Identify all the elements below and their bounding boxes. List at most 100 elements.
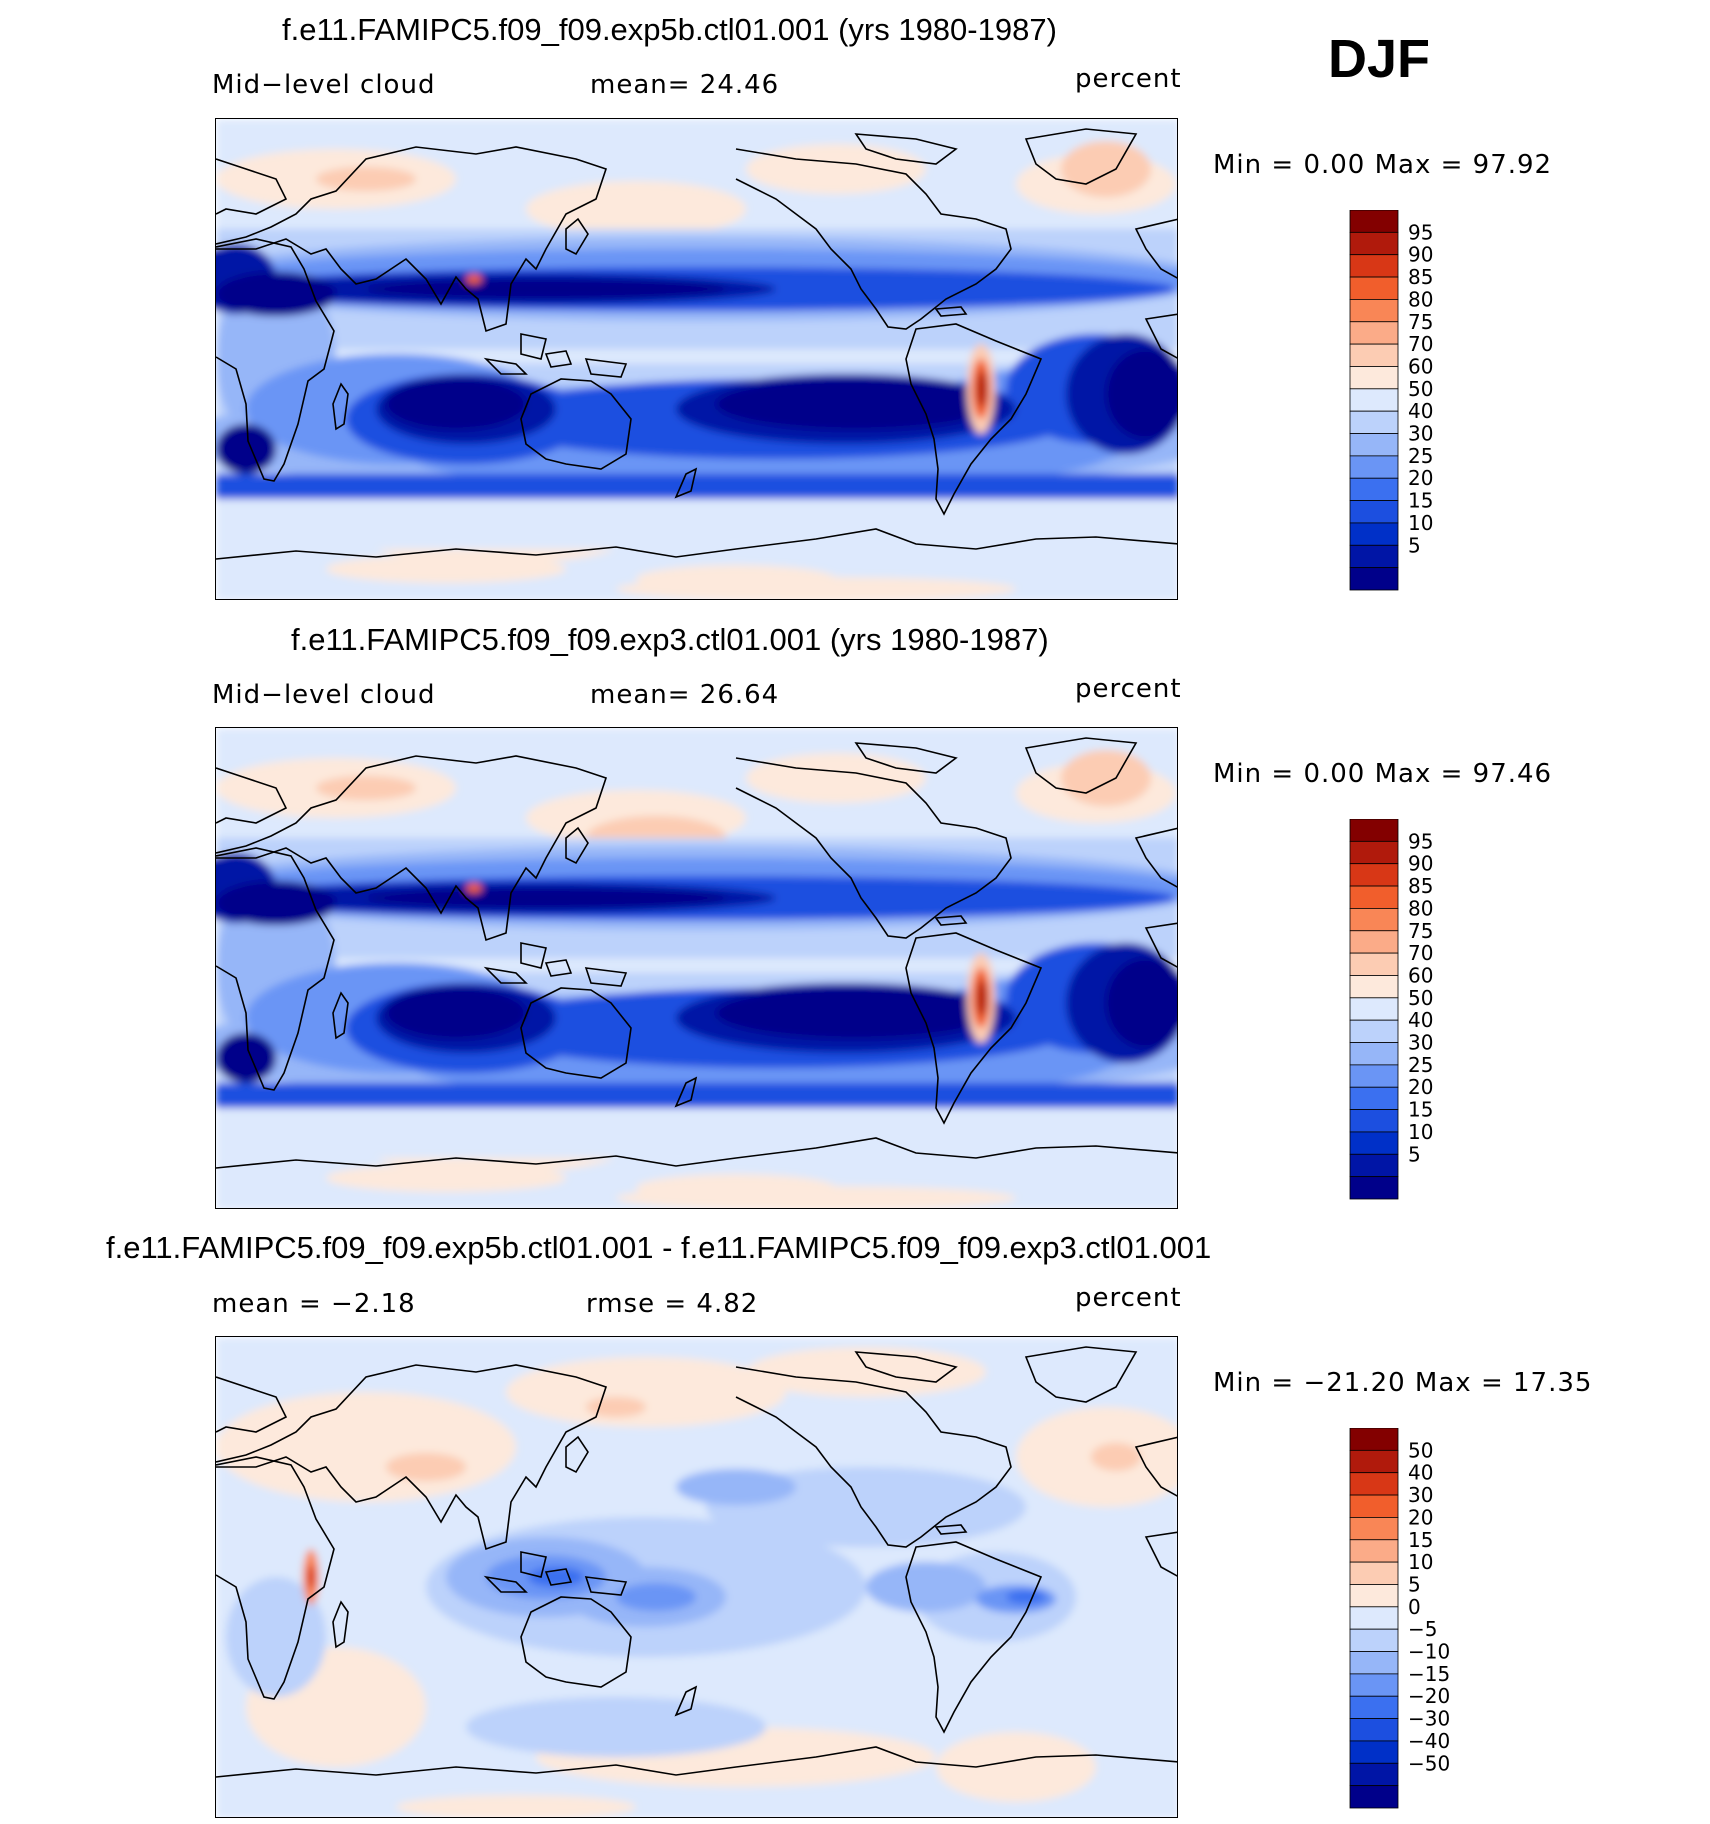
colorbar-box (1349, 1561, 1399, 1585)
colorbar-tick-label: 30 (1408, 1031, 1433, 1055)
colorbar-box (1349, 885, 1399, 909)
colorbar-box (1349, 975, 1399, 999)
colorbar-box (1349, 1695, 1399, 1719)
field-contour (366, 888, 726, 908)
field-contour (216, 499, 1177, 549)
field-contour (616, 577, 1016, 599)
colorbar-tick-label: 25 (1408, 1053, 1433, 1077)
colorbar-box (1349, 819, 1399, 842)
colorbar-box (1349, 863, 1399, 887)
coastlines (216, 737, 1177, 1169)
field-contour (866, 1562, 986, 1612)
field-contour (216, 424, 276, 474)
colorbar-box (1349, 1428, 1399, 1451)
units-label: percent (1075, 1283, 1182, 1313)
coastline (520, 1551, 547, 1578)
colorbar-box (1349, 1606, 1399, 1630)
colorbar-box (1349, 321, 1399, 345)
field-contour (1006, 1590, 1046, 1604)
colorbar-tick-label: 10 (1408, 1550, 1433, 1574)
field-contour (746, 753, 926, 803)
field-contour (216, 1392, 516, 1502)
cloud-field-map (216, 119, 1177, 599)
colorbar-tick-label: 90 (1408, 243, 1433, 267)
coastlines (216, 1346, 1177, 1778)
panel-title: f.e11.FAMIPC5.f09_f09.exp5b.ctl01.001 (y… (282, 12, 1057, 47)
coastline (216, 1376, 288, 1433)
map-difference (215, 1336, 1178, 1818)
colorbar-tick-label: 15 (1408, 1098, 1433, 1122)
colorbar-box (1349, 1086, 1399, 1110)
colorbar-box (1349, 1042, 1399, 1066)
coastline (584, 1576, 628, 1596)
colorbar-box (1349, 1019, 1399, 1043)
coastline (520, 942, 547, 969)
colorbar-tick-label: 75 (1408, 919, 1433, 943)
colorbar-box (1349, 522, 1399, 546)
colorbar-box (1349, 1472, 1399, 1496)
colorbar-tick-label: 10 (1408, 511, 1433, 535)
field-contour (1106, 349, 1177, 439)
colorbar-box (1349, 1762, 1399, 1787)
field-contour (216, 474, 1177, 499)
coastline (735, 757, 1012, 939)
coastline (216, 755, 608, 942)
variable-label: Mid−level cloud (212, 70, 436, 100)
field-contour (216, 1033, 276, 1083)
colorbar-box (1349, 410, 1399, 434)
colorbar-box (1349, 343, 1399, 367)
colorbar-tick-label: 5 (1408, 533, 1421, 557)
colorbar-box (1349, 299, 1399, 323)
map-exp5b (215, 118, 1178, 600)
coastline (1024, 737, 1138, 794)
mean-label: mean= 26.64 (590, 680, 780, 710)
field-contour (307, 1565, 315, 1589)
colorbar-tick-label: 40 (1408, 399, 1433, 423)
coastline (934, 306, 968, 317)
field-contour (716, 378, 996, 430)
colorbar-box (1349, 210, 1399, 233)
colorbar-box (1349, 1131, 1399, 1155)
coastline (905, 1541, 1043, 1734)
colorbar-box (1349, 997, 1399, 1021)
coastline (216, 238, 335, 482)
coastline (544, 350, 573, 368)
coastline (332, 382, 349, 431)
coastline (934, 915, 968, 926)
colorbar-tick-label: 85 (1408, 265, 1433, 289)
coastline (483, 357, 528, 375)
coastline (520, 1596, 632, 1688)
colorbar-tick-label: 85 (1408, 874, 1433, 898)
colorbar-box (1349, 1740, 1399, 1764)
coastline (905, 323, 1043, 516)
coastline (735, 148, 1012, 330)
coastline (1144, 922, 1177, 968)
field-layer (216, 1337, 1177, 1817)
field-contour (936, 1732, 1096, 1802)
min-max-label: Min = 0.00 Max = 97.92 (1213, 150, 1553, 180)
coastline (584, 967, 628, 987)
colorbar-tick-label: −10 (1408, 1640, 1450, 1664)
colorbar-box (1349, 231, 1399, 256)
colorbar-tick-label: 50 (1408, 986, 1433, 1010)
colorbar-box (1349, 455, 1399, 479)
field-contour (616, 1186, 1016, 1208)
colorbar-box (1349, 930, 1399, 954)
field-contour (716, 987, 996, 1039)
colorbar-tick-label: 70 (1408, 332, 1433, 356)
field-contour (1106, 958, 1177, 1048)
coastline (216, 1746, 1177, 1778)
panel-title: f.e11.FAMIPC5.f09_f09.exp3.ctl01.001 (yr… (291, 622, 1049, 657)
colorbar-tick-label: −15 (1408, 1662, 1450, 1686)
units-label: percent (1075, 674, 1182, 704)
colorbar-tick-label: 5 (1408, 1142, 1421, 1166)
field-contour (466, 1697, 766, 1757)
coastline (483, 966, 528, 984)
min-max-label: Min = 0.00 Max = 97.46 (1213, 759, 1553, 789)
field-contour (386, 1453, 466, 1481)
colorbar-tick-label: −20 (1408, 1684, 1450, 1708)
map-exp3 (215, 727, 1178, 1209)
colorbar-box (1349, 1109, 1399, 1133)
